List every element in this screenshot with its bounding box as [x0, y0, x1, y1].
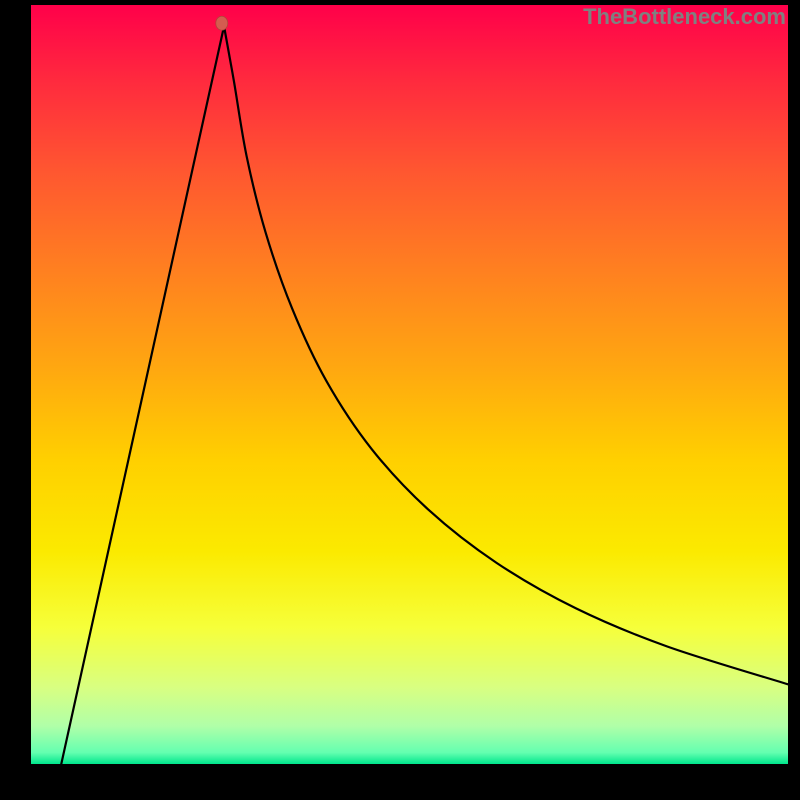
- plot-area: [31, 5, 788, 764]
- watermark-text: TheBottleneck.com: [583, 4, 786, 30]
- stage: TheBottleneck.com: [0, 0, 800, 800]
